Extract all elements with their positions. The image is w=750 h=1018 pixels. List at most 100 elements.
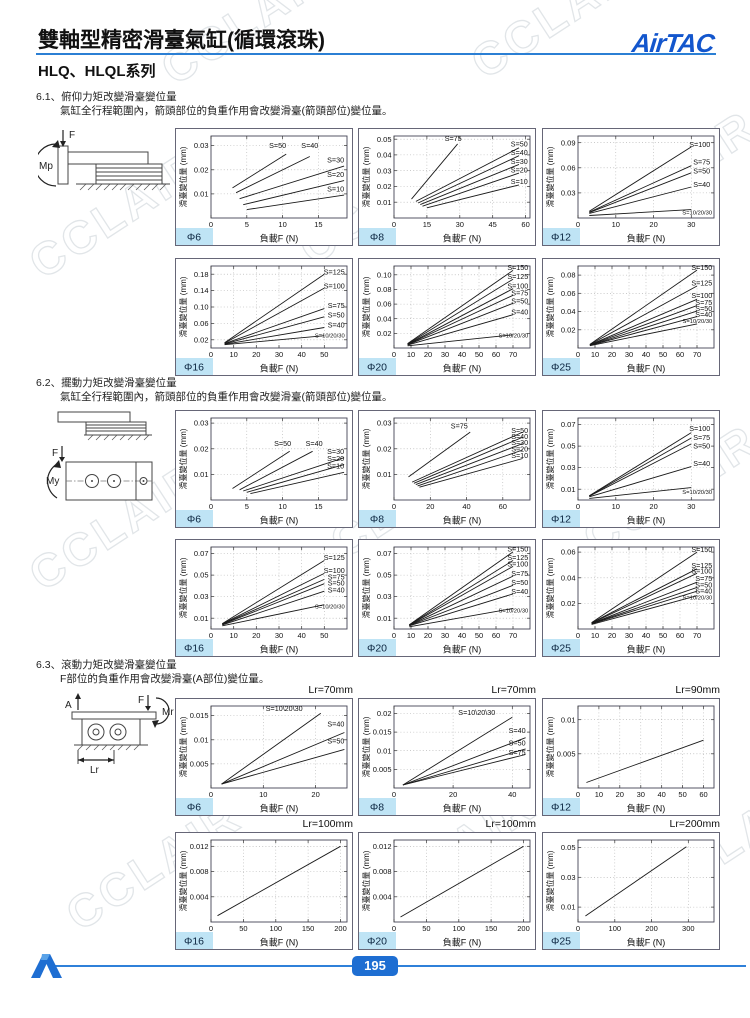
svg-text:S=75: S=75: [328, 301, 345, 310]
svg-text:S=20: S=20: [511, 166, 528, 175]
svg-text:S=20: S=20: [327, 170, 344, 179]
x-axis-label: 負載F (N): [443, 233, 482, 244]
svg-text:S=125: S=125: [324, 268, 345, 277]
bore-label-box: [359, 798, 396, 815]
svg-text:0.14: 0.14: [194, 286, 209, 295]
svg-text:0.08: 0.08: [377, 285, 392, 294]
svg-text:70: 70: [509, 350, 517, 359]
bore-label-box: [176, 639, 213, 656]
section-number: 6.1、: [36, 91, 62, 103]
svg-text:0.02: 0.02: [377, 444, 392, 453]
x-axis-label: 負載F (N): [260, 233, 299, 244]
bore-label-box: [176, 228, 213, 245]
x-axis-label: 負載F (N): [260, 937, 299, 948]
section-number: 6.3、: [36, 659, 62, 671]
svg-text:S=10/20/30: S=10/20/30: [682, 211, 712, 217]
chart-canvas: Φ12 負載F (N) 滑臺變位量 (mm) 0 10 20 30 0.01 0.03 0.05 0…: [542, 410, 720, 528]
svg-text:S=50: S=50: [695, 581, 712, 590]
svg-text:0.02: 0.02: [377, 709, 392, 718]
svg-text:0: 0: [576, 924, 580, 933]
bore-label: Φ6: [187, 232, 201, 244]
svg-text:S=10\20\30: S=10\20\30: [458, 708, 495, 717]
chart-lr-title: Lr=70mm: [491, 684, 536, 696]
svg-text:30: 30: [625, 350, 633, 359]
svg-text:20: 20: [449, 790, 457, 799]
svg-text:S=150: S=150: [691, 263, 712, 272]
svg-text:20: 20: [426, 502, 434, 511]
bore-label-box: [359, 639, 396, 656]
bore-label: Φ20: [367, 362, 387, 374]
svg-text:0.07: 0.07: [377, 549, 392, 558]
svg-text:50: 50: [659, 350, 667, 359]
svg-text:S=10/20/30: S=10/20/30: [315, 605, 345, 611]
svg-text:100: 100: [270, 924, 283, 933]
bore-label-box: [543, 798, 580, 815]
svg-text:10: 10: [612, 220, 620, 229]
svg-text:10: 10: [278, 220, 286, 229]
svg-text:0.004: 0.004: [190, 892, 209, 901]
svg-text:0.10: 0.10: [377, 270, 392, 279]
chart-canvas: Φ6 負載F (N) 滑臺變位量 (mm) 0 5 10 15 0.01 0.02 0.03 S=5…: [175, 128, 353, 246]
y-axis-label: 滑臺變位量 (mm): [178, 850, 188, 911]
svg-text:30: 30: [441, 350, 449, 359]
svg-text:40: 40: [658, 790, 666, 799]
svg-text:S=75: S=75: [511, 289, 528, 298]
svg-text:S=40: S=40: [327, 720, 344, 729]
svg-text:30: 30: [441, 631, 449, 640]
svg-text:S=10: S=10: [511, 177, 528, 186]
x-axis-label: 負載F (N): [443, 803, 482, 814]
svg-text:200: 200: [517, 924, 530, 933]
chart-canvas: Φ16 負載F (N) 滑臺變位量 (mm) 0 10 20 30 40 50 0.01 0.03 0…: [175, 539, 353, 657]
bore-label-box: [543, 358, 580, 375]
bore-label-box: [359, 932, 396, 949]
chart-lr-title: Lr=100mm: [485, 818, 536, 830]
svg-text:0.06: 0.06: [561, 163, 576, 172]
svg-text:30: 30: [625, 631, 633, 640]
svg-text:0.03: 0.03: [561, 189, 576, 198]
svg-text:15: 15: [423, 220, 431, 229]
bore-label: Φ12: [551, 232, 571, 244]
svg-text:S=10/20/30: S=10/20/30: [498, 608, 528, 614]
svg-text:S=40: S=40: [511, 587, 528, 596]
bore-label: Φ20: [367, 643, 387, 655]
bore-label: Φ6: [187, 514, 201, 526]
svg-text:0.01: 0.01: [194, 190, 209, 199]
y-axis-label: 滑臺變位量 (mm): [545, 850, 555, 911]
chart-yaw-3: Φ12 負載F (N) 滑臺變位量 (mm) 0 10 20 30 0.01 0.03 0.05 0…: [542, 396, 720, 533]
x-axis-label: 負載F (N): [627, 515, 666, 526]
y-axis-label: 滑臺變位量 (mm): [545, 146, 555, 207]
svg-text:0.03: 0.03: [194, 141, 209, 150]
bore-label-box: [359, 228, 396, 245]
svg-text:50: 50: [320, 350, 328, 359]
svg-text:10: 10: [230, 631, 238, 640]
svg-text:0.015: 0.015: [190, 711, 209, 720]
svg-text:S=30: S=30: [327, 156, 344, 165]
svg-text:10: 10: [591, 631, 599, 640]
x-axis-label: 負載F (N): [443, 644, 482, 655]
bore-label: Φ8: [370, 514, 384, 526]
svg-text:100: 100: [453, 924, 466, 933]
x-axis-label: 負載F (N): [260, 363, 299, 374]
bore-label-box: [176, 358, 213, 375]
svg-text:10: 10: [595, 790, 603, 799]
section-number: 6.2、: [36, 377, 62, 389]
chart-pitch-5: Φ20 負載F (N) 滑臺變位量 (mm) 0 10 20 30 40 50 60 70 0.02 0…: [358, 244, 536, 381]
svg-text:S=40: S=40: [511, 432, 528, 441]
bore-label-box: [543, 932, 580, 949]
svg-text:50: 50: [678, 790, 686, 799]
svg-text:0.03: 0.03: [377, 419, 392, 428]
slide-table: [57, 411, 131, 423]
bore-label-box: [543, 228, 580, 245]
svg-text:S=100: S=100: [689, 140, 710, 149]
chart-yaw-5: Φ20 負載F (N) 滑臺變位量 (mm) 0 10 20 30 40 50 60 70 0.01 0…: [358, 525, 536, 662]
svg-text:0: 0: [392, 350, 396, 359]
section-subtext-6-3: F部位的負重作用會改變滑臺(A部位)變位量。: [60, 673, 270, 685]
svg-text:0.04: 0.04: [377, 151, 392, 160]
svg-text:50: 50: [475, 631, 483, 640]
chart-canvas: Φ12 負載F (N) 滑臺變位量 (mm) 0 10 20 30 40 50 60 0.005 0.…: [542, 698, 720, 816]
svg-text:S=150: S=150: [507, 263, 528, 272]
svg-text:S=50: S=50: [509, 739, 526, 748]
svg-text:0: 0: [576, 790, 580, 799]
svg-text:S=40: S=40: [306, 439, 323, 448]
